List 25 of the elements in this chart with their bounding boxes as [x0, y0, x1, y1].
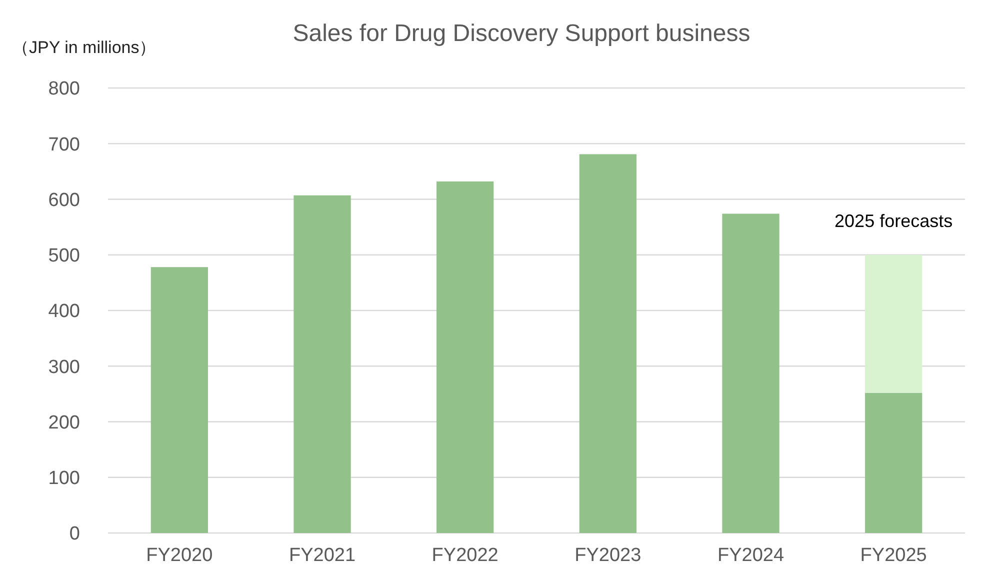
y-tick-label: 600	[48, 190, 80, 211]
bar	[150, 267, 208, 533]
chart-title: Sales for Drug Discovery Support business	[292, 20, 750, 47]
x-tick-label: FY2022	[432, 545, 498, 566]
annotation: 2025 forecasts	[834, 210, 953, 231]
y-tick-label: 700	[48, 134, 80, 156]
bar	[865, 392, 922, 533]
bar	[865, 254, 922, 393]
y-tick-label: 800	[48, 78, 80, 100]
y-axis-title: （JPY in millions）	[12, 38, 156, 57]
x-tick-label: FY2021	[288, 545, 356, 566]
bar	[294, 195, 351, 533]
y-tick-label: 500	[48, 246, 80, 267]
y-tick-label: 400	[48, 301, 80, 322]
x-tick-label: FY2020	[146, 545, 213, 566]
bar	[436, 181, 494, 533]
y-tick-label: 300	[48, 356, 80, 378]
bar	[722, 214, 780, 533]
y-tick-label: 200	[48, 412, 80, 434]
y-tick-label: 0	[69, 524, 80, 545]
x-tick-label: FY2025	[860, 545, 927, 566]
x-tick-label: FY2023	[574, 545, 642, 566]
y-tick-label: 100	[48, 468, 80, 490]
x-tick-label: FY2024	[717, 545, 784, 566]
bar	[579, 154, 636, 533]
